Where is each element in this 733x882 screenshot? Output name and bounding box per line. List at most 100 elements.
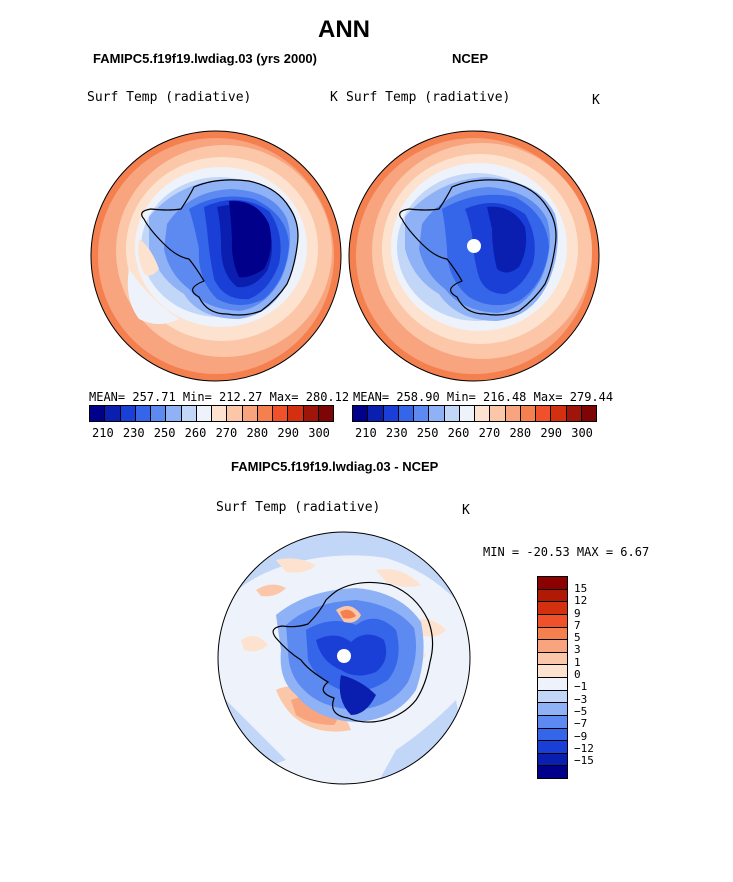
colorbar-cell: [444, 406, 460, 421]
colorbar-cell: [551, 406, 567, 421]
diff-units: K: [462, 503, 470, 518]
colorbar-cell: [538, 741, 567, 754]
diff-field: Surf Temp (radiative): [216, 500, 381, 515]
colorbar-cell: [227, 406, 243, 421]
colorbar-cell: [196, 406, 212, 421]
colorbar-cell: [151, 406, 167, 421]
map-ncep: [348, 130, 600, 382]
colorbar-cell: [242, 406, 258, 421]
colorbar-label: 5: [574, 631, 581, 645]
panel2-field: Surf Temp (radiative): [346, 90, 511, 105]
colorbar-label: −15: [574, 754, 594, 768]
colorbar-cell: [538, 728, 567, 742]
colorbar-label: 7: [574, 618, 581, 632]
colorbar-difference-labels: 15 12 9 7 5 3 1 0 −1 −3 −5 −7 −9 −12 −15: [574, 582, 594, 768]
colorbar-cell: [505, 406, 521, 421]
colorbar-cell: [538, 715, 567, 729]
colorbar-label: 250: [153, 426, 176, 440]
colorbar-model-labels: 210 230 250 260 270 280 290 300: [92, 426, 330, 440]
colorbar-cell: [135, 406, 151, 421]
colorbar-cell: [257, 406, 273, 421]
colorbar-cell: [105, 406, 121, 421]
colorbar-label: 230: [385, 426, 408, 440]
colorbar-label: 280: [509, 426, 532, 440]
colorbar-cell: [166, 406, 182, 421]
colorbar-cell: [181, 406, 197, 421]
colorbar-cell: [212, 406, 228, 421]
colorbar-ncep: [352, 405, 597, 422]
colorbar-cell: [538, 690, 567, 704]
colorbar-cell: [538, 614, 567, 628]
colorbar-cell: [538, 627, 567, 641]
colorbar-label: 290: [540, 426, 563, 440]
colorbar-label: 270: [478, 426, 501, 440]
map-model: [90, 130, 342, 382]
colorbar-label: −3: [574, 692, 588, 706]
colorbar-cell: [120, 406, 136, 421]
colorbar-ncep-labels: 210 230 250 260 270 280 290 300: [355, 426, 593, 440]
colorbar-cell: [475, 406, 491, 421]
colorbar-label: 230: [122, 426, 145, 440]
colorbar-label: 0: [574, 668, 581, 682]
colorbar-cell: [538, 703, 567, 716]
panel1-stats: MEAN= 257.71 Min= 212.27 Max= 280.12: [89, 390, 350, 404]
colorbar-label: 250: [416, 426, 439, 440]
colorbar-cell: [520, 406, 536, 421]
colorbar-cell: [538, 665, 567, 678]
colorbar-cell: [538, 577, 567, 590]
colorbar-cell: [303, 406, 319, 421]
colorbar-label: 300: [571, 426, 593, 440]
colorbar-label: 15: [574, 582, 588, 595]
colorbar-cell: [538, 640, 567, 653]
colorbar-cell: [353, 406, 369, 421]
colorbar-cell: [538, 678, 567, 691]
colorbar-cell: [581, 406, 596, 421]
colorbar-label: −5: [574, 704, 588, 718]
colorbar-cell: [538, 602, 567, 615]
colorbar-label: −7: [574, 717, 588, 731]
colorbar-label: 210: [92, 426, 114, 440]
colorbar-cell: [383, 406, 399, 421]
colorbar-cell: [490, 406, 506, 421]
panel1-units: K: [330, 90, 338, 105]
colorbar-cell: [566, 406, 582, 421]
colorbar-difference: [537, 576, 568, 779]
colorbar-label: 290: [277, 426, 300, 440]
colorbar-label: 280: [246, 426, 269, 440]
panel2-title: NCEP: [452, 51, 489, 66]
colorbar-label: 1: [574, 655, 581, 669]
colorbar-cell: [368, 406, 384, 421]
colorbar-cell: [538, 589, 567, 603]
colorbar-cell: [459, 406, 475, 421]
colorbar-label: 3: [574, 643, 581, 657]
colorbar-cell: [536, 406, 552, 421]
panel1-field: Surf Temp (radiative): [87, 90, 252, 105]
page-title: ANN: [318, 16, 370, 43]
colorbar-label: 260: [447, 426, 470, 440]
panel1-title: FAMIPC5.f19f19.lwdiag.03 (yrs 2000): [93, 51, 317, 66]
panel2-units: K: [592, 93, 600, 108]
colorbar-cell: [414, 406, 430, 421]
colorbar-cell: [288, 406, 304, 421]
colorbar-cell: [538, 766, 567, 778]
colorbar-cell: [538, 753, 567, 767]
panel2-stats: MEAN= 258.90 Min= 216.48 Max= 279.44: [353, 390, 614, 404]
colorbar-label: −12: [574, 741, 594, 755]
colorbar-cell: [90, 406, 106, 421]
colorbar-model: [89, 405, 334, 422]
colorbar-cell: [429, 406, 445, 421]
diff-title: FAMIPC5.f19f19.lwdiag.03 - NCEP: [231, 459, 439, 474]
colorbar-cell: [538, 652, 567, 666]
map-difference: [217, 531, 471, 785]
diff-minmax: MIN = -20.53 MAX = 6.67: [483, 545, 650, 559]
colorbar-label: 260: [184, 426, 207, 440]
colorbar-label: 210: [355, 426, 377, 440]
colorbar-label: −1: [574, 680, 588, 694]
colorbar-label: 300: [308, 426, 330, 440]
colorbar-label: 12: [574, 594, 588, 608]
colorbar-label: 270: [215, 426, 238, 440]
colorbar-cell: [318, 406, 333, 421]
colorbar-cell: [398, 406, 414, 421]
colorbar-cell: [273, 406, 289, 421]
colorbar-label: −9: [574, 729, 588, 743]
